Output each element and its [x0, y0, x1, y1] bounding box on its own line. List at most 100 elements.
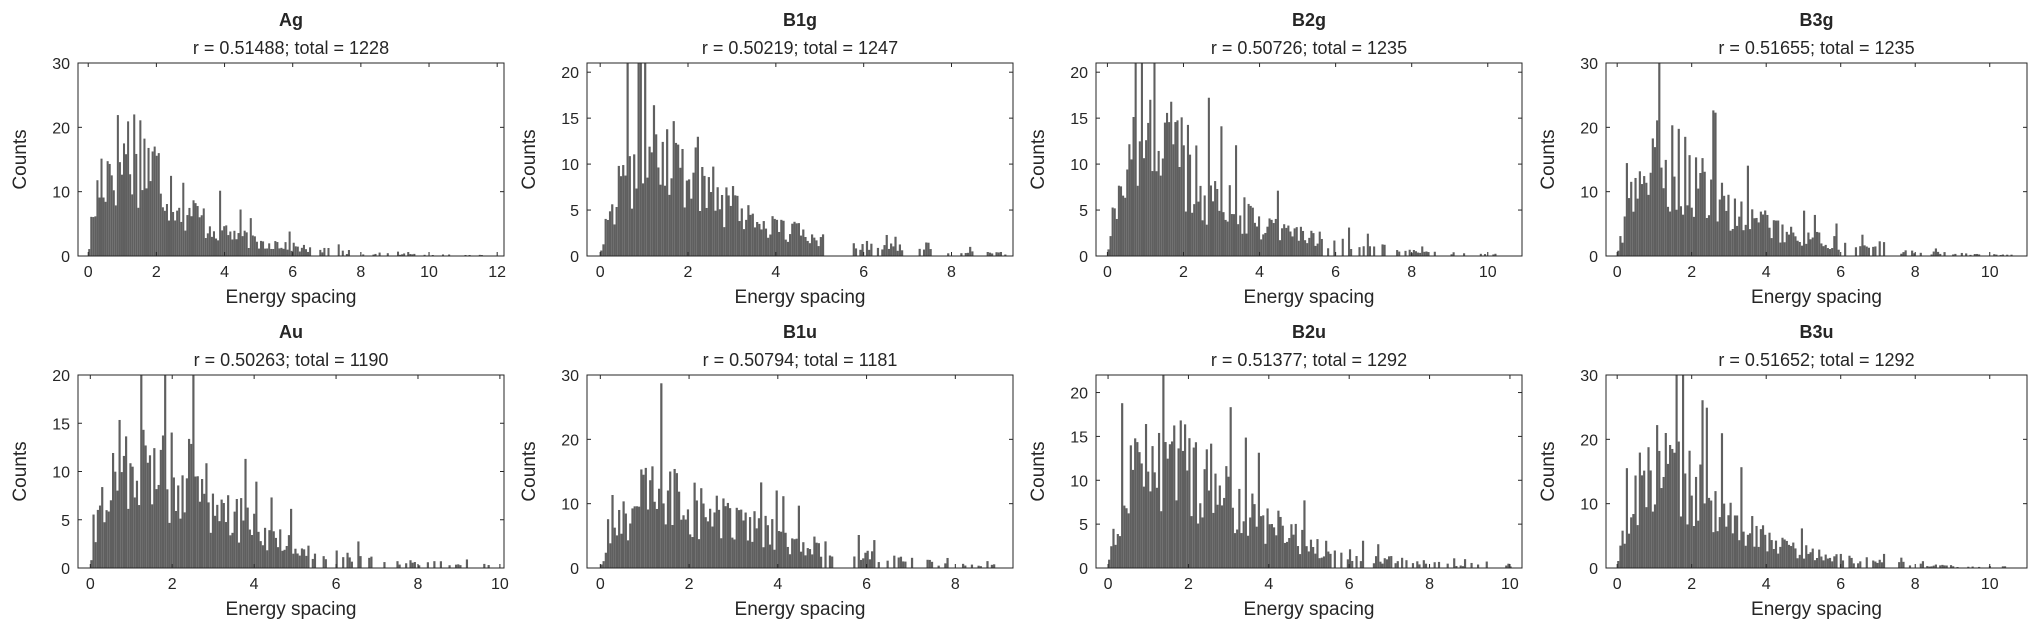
histogram-bar	[1320, 238, 1323, 256]
histogram-bar	[303, 549, 306, 568]
histogram-bar	[646, 177, 649, 256]
histogram-bar	[1450, 254, 1453, 256]
histogram-bar	[1692, 216, 1695, 256]
histogram-bar	[409, 560, 412, 568]
histogram-bar	[279, 529, 282, 568]
x-tick-label: 4	[250, 576, 259, 593]
histogram-bar	[1872, 246, 1875, 256]
histogram-bar	[300, 548, 304, 568]
y-tick-label: 0	[570, 249, 579, 266]
histogram-bar	[1783, 242, 1786, 256]
histogram-bar	[302, 244, 305, 256]
histogram-bar	[1712, 532, 1715, 568]
histogram-bar	[96, 180, 99, 256]
histogram-bar	[1716, 221, 1719, 256]
histogram-bar	[885, 234, 888, 256]
histogram-bar	[235, 239, 238, 256]
histogram-bar	[151, 504, 154, 568]
histogram-bar	[731, 186, 735, 256]
histogram-bar	[791, 223, 794, 256]
histogram-bar	[815, 240, 818, 256]
histogram-bar	[771, 519, 774, 568]
histogram-bar	[96, 509, 99, 568]
histogram-bar	[2001, 254, 2004, 256]
histogram-bar	[120, 174, 123, 256]
histogram-bar	[961, 563, 965, 568]
histogram-bar	[1168, 444, 1171, 568]
histogram-bar	[346, 552, 349, 568]
histogram-bar	[873, 540, 876, 568]
histogram-bar	[720, 195, 724, 256]
histogram-bar	[1688, 450, 1691, 568]
histogram-bar	[1660, 167, 1663, 256]
histogram-bar	[1479, 253, 1482, 256]
histogram-bar	[335, 550, 338, 568]
x-axis-label: Energy spacing	[226, 287, 357, 308]
chart-title: B3u	[1799, 322, 1833, 342]
histogram-bar	[274, 537, 277, 568]
histogram-bar	[151, 151, 154, 256]
histogram-bar	[1694, 476, 1698, 568]
histogram-bar	[649, 480, 652, 568]
histogram-bar	[1807, 232, 1810, 256]
histogram-bar	[1833, 556, 1836, 568]
histogram-bar	[1299, 554, 1302, 568]
axes-box	[1095, 374, 1523, 569]
histogram-bar	[622, 165, 625, 256]
histogram-bar	[1703, 503, 1706, 568]
histogram-bar	[747, 205, 750, 256]
chart-title: B1u	[783, 322, 817, 342]
histogram-bar	[1210, 443, 1213, 568]
histogram-bar	[263, 527, 267, 568]
histogram-bar	[1690, 207, 1693, 256]
histogram-bar	[1372, 563, 1375, 568]
histogram-bar	[118, 162, 121, 256]
histogram-bar	[1744, 224, 1747, 256]
histogram-bar	[717, 509, 721, 568]
histogram-bar	[1790, 226, 1793, 256]
histogram-bar	[1686, 205, 1689, 256]
x-tick-label: 10	[1501, 576, 1519, 593]
histogram-bar	[1848, 555, 1851, 568]
histogram-bar	[1679, 206, 1682, 256]
histogram-bar	[172, 477, 175, 568]
histogram-bar	[441, 254, 445, 256]
histogram-bar	[405, 563, 408, 568]
histogram-bar	[902, 561, 905, 568]
histogram-bar	[1223, 497, 1226, 568]
histogram-bar	[648, 146, 651, 256]
histogram-bar	[802, 229, 805, 256]
histogram-bar	[244, 458, 247, 568]
histogram-bar	[1675, 375, 1678, 568]
y-tick-label: 10	[1580, 497, 1598, 514]
histogram-bar	[1723, 195, 1726, 256]
histogram-bar	[1214, 473, 1217, 568]
histogram-bar	[810, 234, 814, 256]
histogram-bar	[713, 512, 716, 568]
histogram-bar	[1416, 561, 1419, 568]
histogram-bar	[1798, 554, 1801, 568]
histogram-bar	[782, 496, 785, 568]
histogram-bar	[899, 556, 903, 568]
histogram-bar	[135, 153, 138, 256]
histogram-bar	[769, 234, 772, 256]
histogram-bar	[203, 493, 206, 568]
histogram-bar	[276, 547, 280, 568]
histogram-bar	[1718, 199, 1721, 256]
histogram-bar	[112, 190, 115, 256]
histogram-bar	[1627, 533, 1631, 568]
histogram-bar	[1182, 145, 1185, 256]
histogram-bar	[1277, 510, 1280, 568]
histogram-bar	[270, 248, 273, 256]
histogram-bar	[928, 559, 931, 568]
histogram-bar	[1327, 551, 1330, 568]
histogram-bar	[1653, 147, 1657, 256]
histogram-bar	[870, 243, 873, 256]
histogram-bar	[204, 238, 207, 256]
histogram-bar	[1971, 566, 1974, 568]
histogram-bar	[270, 497, 273, 568]
histogram-bar	[742, 520, 745, 568]
histogram-bar	[964, 253, 967, 256]
histogram-bar	[977, 565, 980, 568]
histogram-bar	[1290, 524, 1293, 568]
